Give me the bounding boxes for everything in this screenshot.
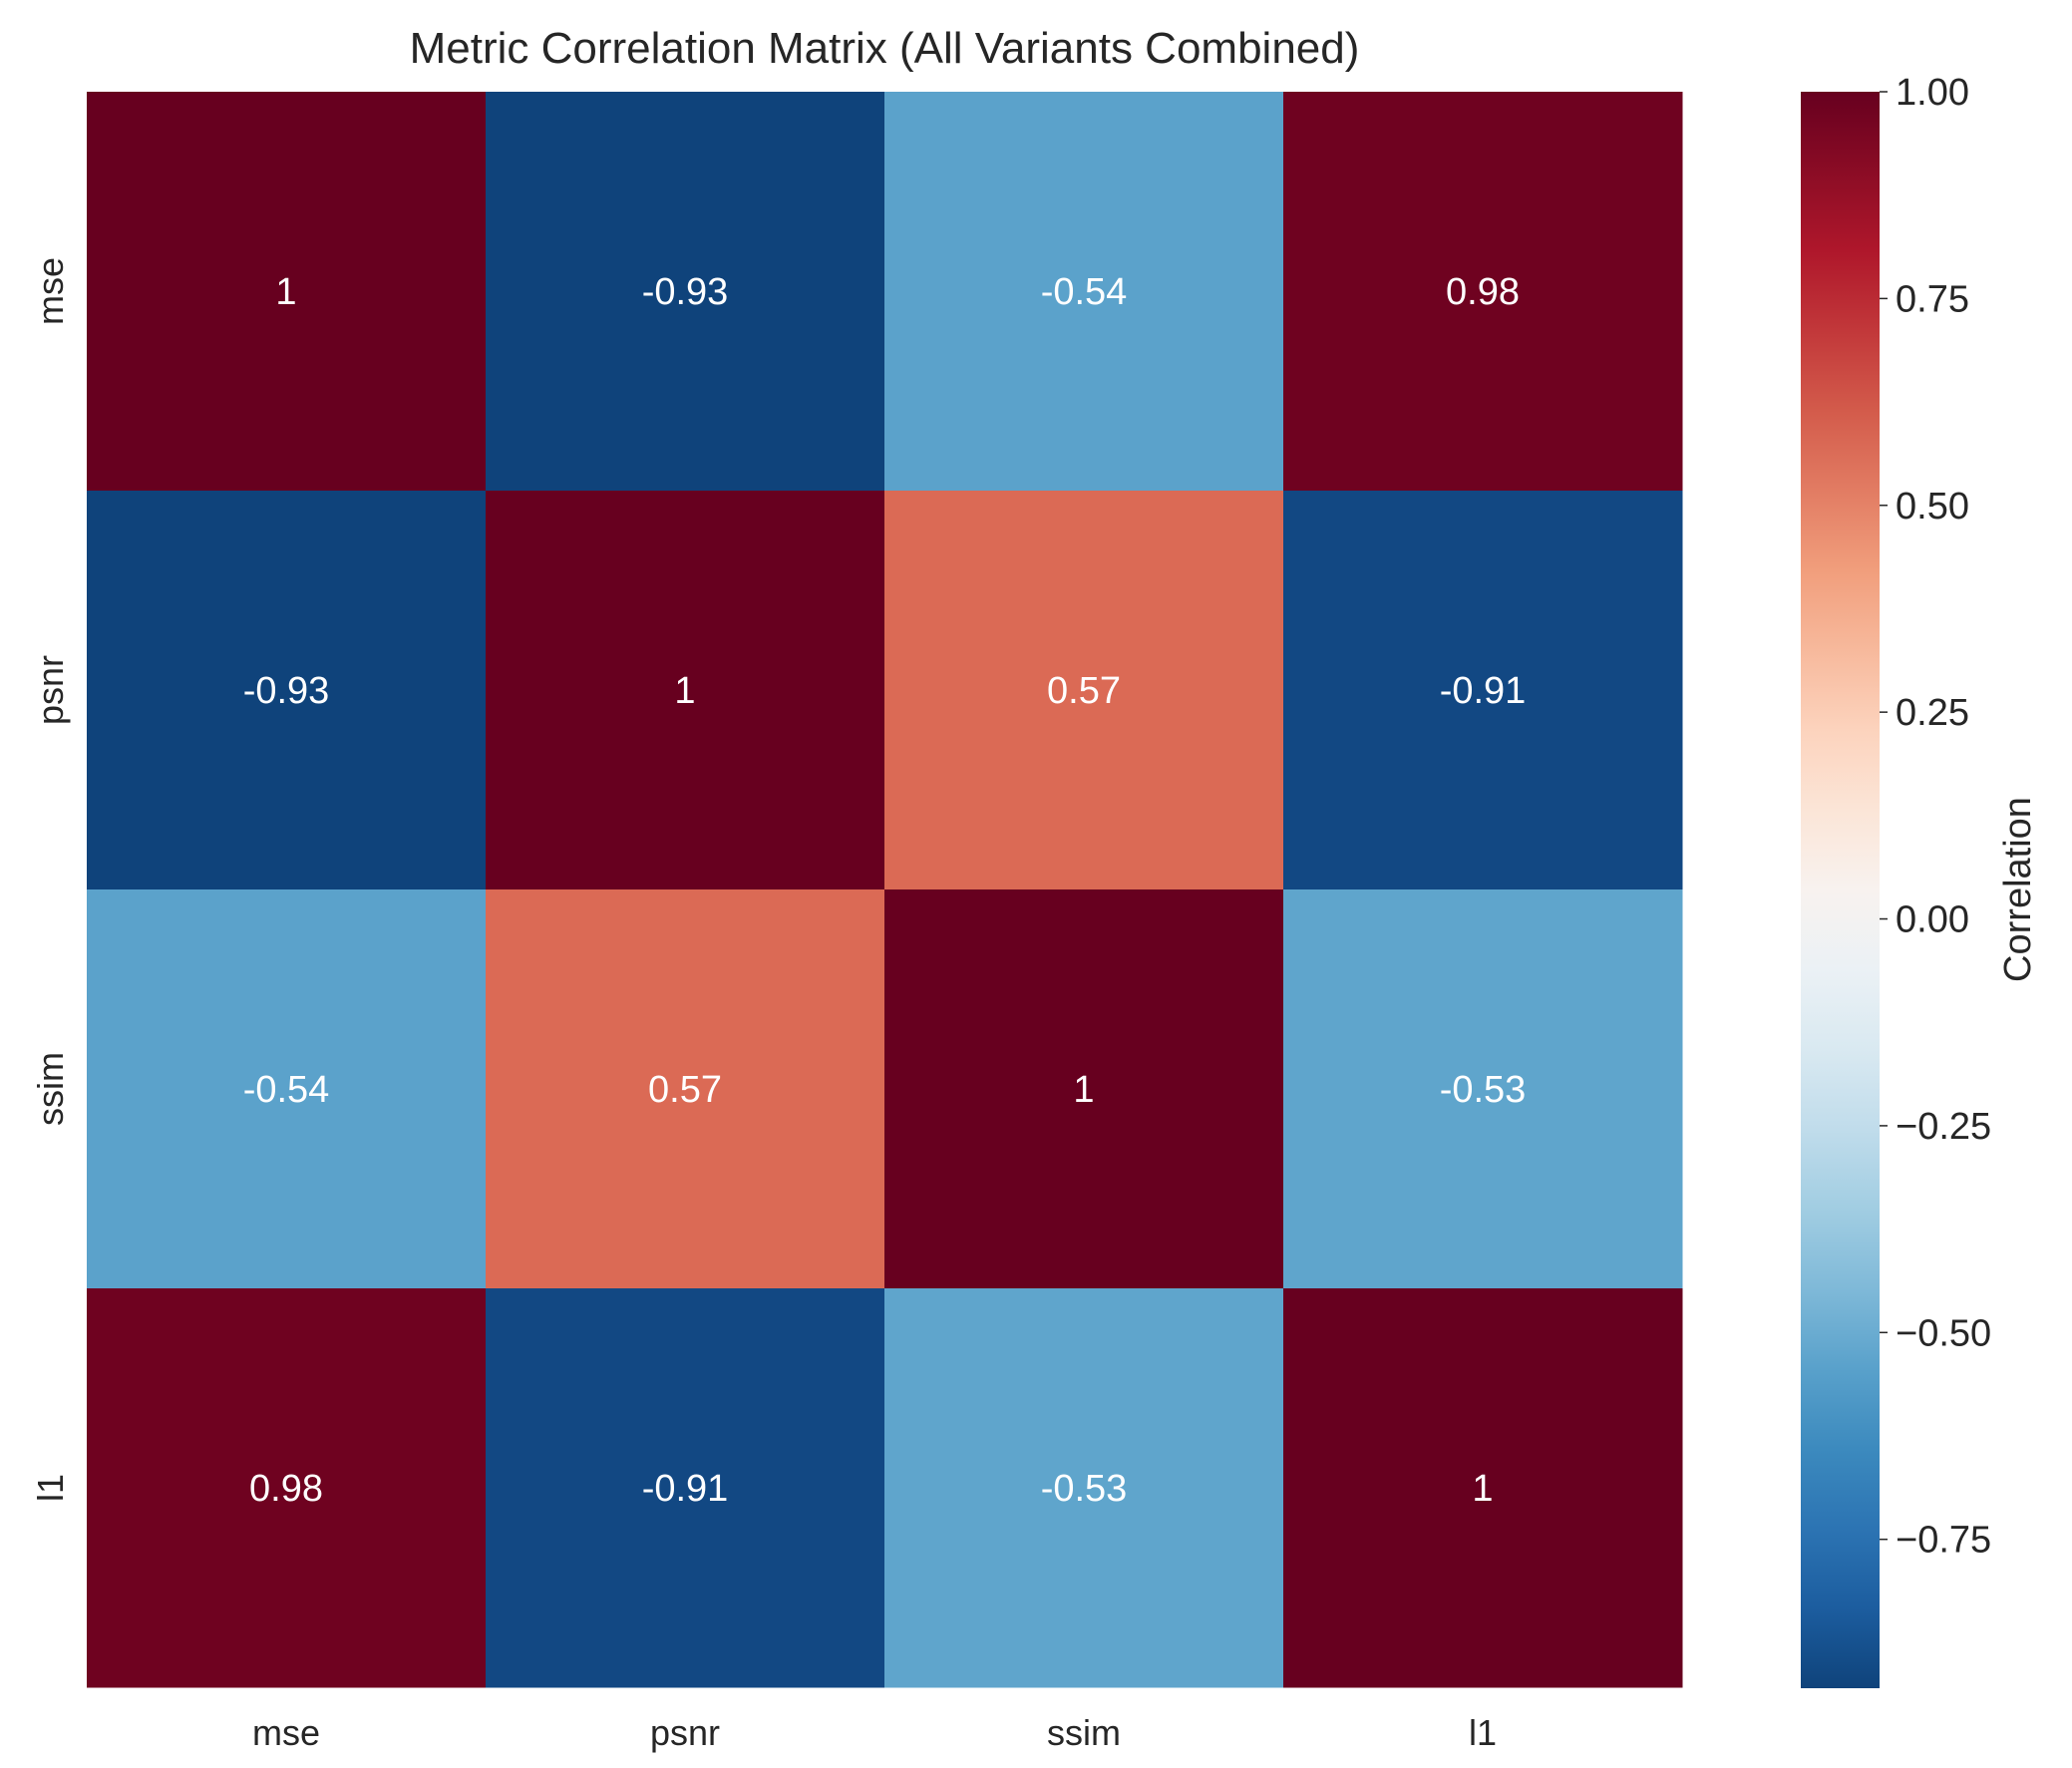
cell-annotation-l1-l1: 1	[1472, 1468, 1493, 1510]
cell-annotation-ssim-mse: -0.54	[243, 1069, 330, 1111]
heatmap-cell-mse-psnr	[486, 92, 885, 492]
heatmap-cell-l1-l1	[1283, 1288, 1683, 1688]
cell-annotation-psnr-psnr: 1	[674, 670, 695, 712]
cell-annotation-psnr-mse: -0.93	[243, 670, 330, 712]
cell-annotation-psnr-l1: -0.91	[1440, 670, 1527, 712]
x-tick-label-psnr: psnr	[650, 1712, 720, 1753]
y-tick-label-ssim: ssim	[30, 1052, 71, 1126]
heatmap-cell-ssim-ssim	[884, 889, 1284, 1289]
cell-annotation-mse-psnr: -0.93	[642, 271, 729, 313]
heatmap-cell-psnr-ssim	[884, 491, 1284, 890]
colorbar-tick-label: 0.50	[1896, 486, 1969, 528]
y-tick-label-mse: mse	[30, 257, 71, 325]
y-tick-label-l1: l1	[30, 1474, 71, 1502]
cell-annotation-mse-l1: 0.98	[1446, 271, 1520, 313]
y-tick-label-psnr: psnr	[30, 655, 71, 725]
chart-title: Metric Correlation Matrix (All Variants …	[410, 24, 1360, 73]
y-axis-ticks: mse psnr ssim l1	[30, 257, 71, 1502]
heatmap-cell-mse-ssim	[884, 92, 1284, 492]
heatmap-cell-ssim-l1	[1283, 889, 1683, 1289]
heatmap-cell-psnr-psnr	[486, 491, 885, 890]
cell-annotation-l1-mse: 0.98	[249, 1468, 323, 1510]
colorbar-tick-label: 0.00	[1896, 899, 1969, 941]
cell-annotation-ssim-ssim: 1	[1073, 1069, 1094, 1111]
heatmap-cell-mse-mse	[87, 92, 487, 492]
x-tick-label-l1: l1	[1469, 1712, 1497, 1753]
heatmap-cell-ssim-mse	[87, 889, 487, 1289]
heatmap-cell-l1-mse	[87, 1288, 487, 1688]
colorbar-tick-label: 0.25	[1896, 692, 1969, 734]
cell-annotation-psnr-ssim: 0.57	[1047, 670, 1121, 712]
cell-annotation-mse-ssim: -0.54	[1041, 271, 1128, 313]
heatmap-cell-l1-ssim	[884, 1288, 1284, 1688]
x-tick-label-mse: mse	[252, 1712, 320, 1753]
cell-annotation-ssim-psnr: 0.57	[648, 1069, 722, 1111]
colorbar-tick-label: 0.75	[1896, 278, 1969, 320]
cell-annotation-ssim-l1: -0.53	[1440, 1069, 1527, 1111]
heatmap-cells	[87, 92, 1683, 1688]
x-axis-ticks: mse psnr ssim l1	[252, 1712, 1497, 1753]
heatmap-cell-l1-psnr	[486, 1288, 885, 1688]
heatmap-cell-psnr-mse	[87, 491, 487, 890]
colorbar-tick-label: −0.50	[1896, 1312, 1991, 1354]
colorbar-tick-label: −0.75	[1896, 1520, 1991, 1562]
heatmap-cell-mse-l1	[1283, 92, 1683, 492]
cell-annotations: 1 -0.93 -0.54 0.98 -0.93 1 0.57 -0.91 -0.54 0.57 1…	[243, 271, 1527, 1510]
heatmap-cell-psnr-l1	[1283, 491, 1683, 890]
colorbar-tick-label: −0.25	[1896, 1106, 1991, 1148]
heatmap-cell-ssim-psnr	[486, 889, 885, 1289]
colorbar	[1801, 92, 1880, 1688]
colorbar-label: Correlation	[1997, 797, 2039, 982]
x-tick-label-ssim: ssim	[1047, 1712, 1121, 1753]
cell-annotation-l1-psnr: -0.91	[642, 1468, 729, 1510]
colorbar-tick-label: 1.00	[1896, 72, 1969, 114]
cell-annotation-l1-ssim: -0.53	[1041, 1468, 1128, 1510]
cell-annotation-mse-mse: 1	[275, 271, 296, 313]
colorbar-ticks: 1.00 0.75 0.50 0.25 0.00 −0.25 −0.50 −0.75	[1880, 72, 1991, 1562]
